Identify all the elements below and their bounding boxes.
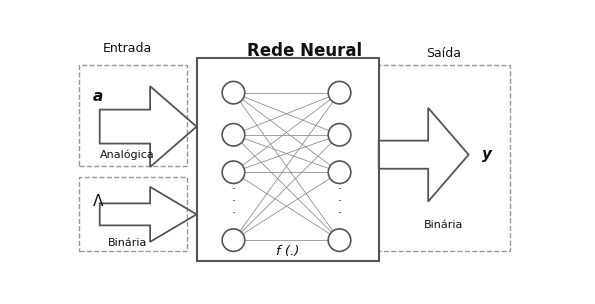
Text: ·
·
·: · · · [231, 183, 236, 220]
Text: Saída: Saída [426, 47, 461, 60]
Text: Rede Neural: Rede Neural [248, 42, 362, 60]
Ellipse shape [328, 123, 351, 146]
Ellipse shape [328, 161, 351, 184]
Text: ·
·
·: · · · [337, 183, 342, 220]
Bar [196, 57, 378, 261]
Text: Λ: Λ [93, 194, 104, 209]
Ellipse shape [222, 229, 245, 251]
Text: Binária: Binária [424, 220, 463, 230]
Ellipse shape [328, 229, 351, 251]
Text: a: a [93, 89, 104, 104]
Bar [79, 177, 187, 251]
Ellipse shape [328, 81, 351, 104]
Text: f (.): f (.) [275, 245, 299, 258]
Ellipse shape [222, 161, 245, 184]
Text: Entrada: Entrada [103, 42, 152, 55]
Bar [79, 64, 187, 166]
Ellipse shape [222, 81, 245, 104]
Text: Analógica: Analógica [100, 150, 155, 160]
Ellipse shape [222, 123, 245, 146]
Text: y: y [483, 147, 493, 162]
Bar [377, 64, 510, 251]
Text: Binária: Binária [108, 238, 147, 248]
